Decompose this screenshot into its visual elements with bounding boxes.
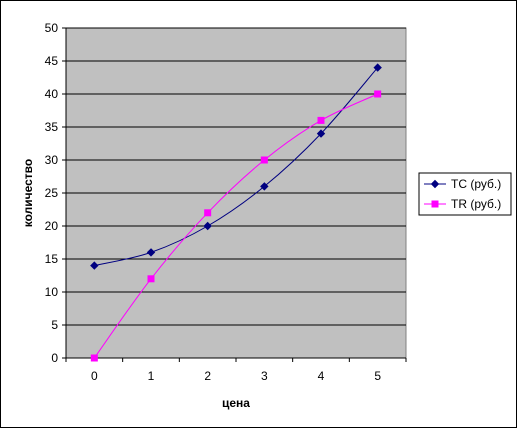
data-point-series-1 <box>316 129 326 138</box>
data-point-series-2 <box>90 354 98 362</box>
y-tick-label: 15 <box>45 252 59 266</box>
data-point-series-1 <box>146 248 156 257</box>
legend-box <box>418 172 512 216</box>
legend: TC (руб.) TR (руб.) <box>418 172 512 216</box>
legend-swatch-marker <box>430 179 440 189</box>
legend-label: TC (руб.) <box>451 177 501 191</box>
x-tick-label: 1 <box>148 369 155 383</box>
data-point-series-1 <box>90 261 99 270</box>
y-tick-label: 40 <box>45 87 59 101</box>
data-point-series-1 <box>373 63 382 72</box>
data-point-series-2 <box>260 156 268 164</box>
data-point-series-2 <box>317 116 325 124</box>
data-point-series-2 <box>204 209 212 217</box>
x-tick-label: 4 <box>318 369 325 383</box>
y-axis-title: количество <box>21 159 35 227</box>
data-point-series-2 <box>374 90 382 98</box>
data-point-series-1 <box>203 221 212 231</box>
y-tick-label: 25 <box>45 186 59 200</box>
y-tick-label: 0 <box>51 351 58 365</box>
y-tick-label: 20 <box>45 219 59 233</box>
y-tick-label: 30 <box>45 153 59 167</box>
x-tick-label: 3 <box>261 369 268 383</box>
y-tick-label: 10 <box>45 285 59 299</box>
y-tick-label: 35 <box>45 120 59 134</box>
y-tick-label: 45 <box>45 54 59 68</box>
data-point-series-1 <box>260 182 269 191</box>
x-tick-label: 5 <box>374 369 381 383</box>
x-tick-label: 0 <box>91 369 98 383</box>
legend-label: TR (руб.) <box>451 197 501 211</box>
y-tick-label: 5 <box>51 318 58 332</box>
x-axis-title: цена <box>222 396 250 410</box>
legend-swatch-marker <box>431 200 439 208</box>
x-tick-label: 2 <box>204 369 211 383</box>
y-tick-label: 50 <box>45 21 59 35</box>
data-point-series-2 <box>147 275 155 283</box>
